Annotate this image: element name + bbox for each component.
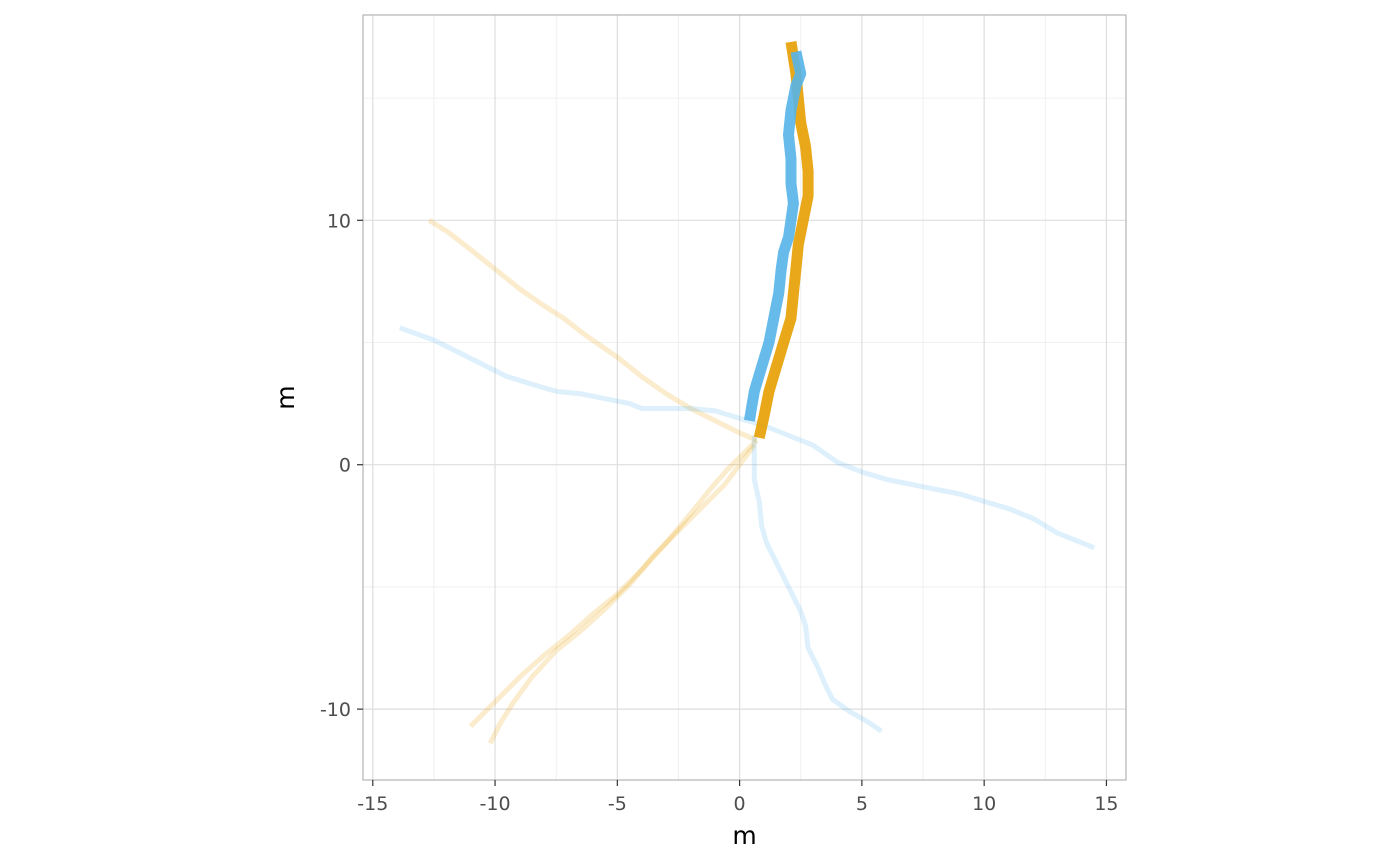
y-tick-label: 0 <box>339 455 351 477</box>
trajectory-line-orange-faint-1 <box>427 218 758 443</box>
x-axis-ticks: -15 -10 -5 0 5 10 15 <box>357 780 1119 815</box>
minor-gridlines <box>363 15 1126 780</box>
x-tick-label: 15 <box>1094 793 1118 815</box>
trajectory-line-orange-faint-2 <box>468 438 759 728</box>
x-tick-label: 10 <box>972 793 996 815</box>
trajectory-line-orange-bold-6 <box>753 41 814 439</box>
y-tick-label: -10 <box>320 699 351 721</box>
x-axis-title: m <box>732 821 756 850</box>
x-tick-label: -10 <box>480 793 511 815</box>
trajectory-line-blue-faint-5 <box>751 435 883 734</box>
y-axis-title: m <box>271 385 300 409</box>
trajectory-line-blue-faint-4 <box>398 325 1096 551</box>
trajectory-line-blue-bold-7 <box>743 50 807 422</box>
y-tick-label: 10 <box>327 210 351 232</box>
x-tick-label: -15 <box>357 793 388 815</box>
panel-border <box>362 14 1127 781</box>
x-tick-label: 5 <box>856 793 868 815</box>
trajectory-lines <box>398 41 1096 745</box>
trajectory-line-orange-faint-3 <box>487 443 757 745</box>
y-axis-ticks: -10 0 10 <box>320 210 363 721</box>
x-tick-label: -5 <box>608 793 627 815</box>
major-gridlines <box>363 15 1126 780</box>
x-tick-label: 0 <box>734 793 746 815</box>
